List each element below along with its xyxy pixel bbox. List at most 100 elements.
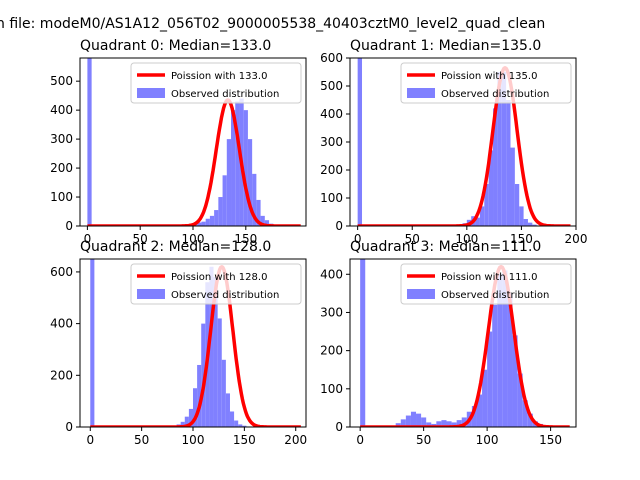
- histogram-bar: [487, 331, 493, 427]
- histogram-bar: [484, 184, 489, 226]
- y-tick-label: 300: [320, 135, 343, 149]
- histogram-bar: [471, 406, 477, 427]
- legend-box: [400, 263, 572, 305]
- histogram-bar: [507, 293, 513, 427]
- histogram-bar: [260, 215, 265, 226]
- histogram-bar: [197, 222, 202, 226]
- histogram-bar: [479, 206, 485, 226]
- histogram-bar: [193, 388, 198, 427]
- x-tick-label: 150: [233, 433, 256, 447]
- histogram-bar: [360, 259, 366, 427]
- y-tick-label: 400: [320, 107, 343, 121]
- legend-hist-swatch: [137, 88, 165, 98]
- histogram-bar: [441, 420, 447, 427]
- legend-hist-swatch: [137, 289, 165, 299]
- y-tick-label: 200: [50, 368, 73, 382]
- x-tick-label: 0: [356, 433, 364, 447]
- legend: Poission with 128.0 Observed distribution: [130, 263, 302, 305]
- histogram-bar: [243, 110, 248, 226]
- histogram-bar: [482, 369, 488, 427]
- legend-fit-label: Poission with 128.0: [171, 272, 267, 283]
- x-tick-label: 200: [565, 232, 588, 246]
- histogram-bar: [510, 147, 515, 226]
- histogram-bar: [436, 421, 442, 427]
- histogram-bar: [497, 72, 502, 226]
- legend-box: [130, 263, 302, 305]
- histogram-bar: [514, 184, 520, 226]
- x-tick-label: 100: [455, 232, 478, 246]
- histogram-bar: [416, 413, 422, 427]
- x-tick-label: 50: [134, 433, 149, 447]
- x-tick-label: 150: [234, 232, 257, 246]
- histogram-bar: [532, 224, 537, 226]
- histogram-bar: [475, 217, 480, 226]
- histogram-bar: [451, 422, 457, 427]
- histogram-bar: [506, 100, 511, 226]
- x-tick-label: 0: [354, 232, 362, 246]
- subplot-quadrant-2: 0 50 100 150 200 0 200 400 600 Quadrant 2: Median…: [50, 239, 307, 447]
- legend-box: [400, 62, 572, 104]
- histogram-bar: [527, 413, 533, 427]
- histogram-bar: [252, 173, 257, 226]
- legend-fit-label: Poission with 111.0: [441, 272, 537, 283]
- legend-hist-label: Observed distribution: [441, 290, 549, 301]
- x-tick-label: 100: [182, 232, 205, 246]
- histogram-bar: [446, 421, 452, 427]
- histogram-bar: [209, 215, 215, 226]
- histogram-bar: [357, 58, 363, 226]
- histogram-bar: [242, 425, 247, 427]
- legend: Poission with 135.0 Observed distribution: [400, 62, 572, 104]
- histogram-bar: [493, 108, 498, 226]
- histogram-bar: [222, 175, 227, 226]
- y-tick-label: 0: [65, 420, 73, 434]
- y-tick-label: 100: [320, 382, 343, 396]
- histogram-bar: [225, 393, 230, 427]
- x-tick-label: 100: [182, 433, 205, 447]
- legend-hist-label: Observed distribution: [441, 89, 549, 100]
- histogram-bar: [421, 417, 427, 427]
- x-tick-label: 0: [84, 232, 92, 246]
- x-tick-label: 0: [86, 433, 94, 447]
- x-tick-label: 50: [133, 232, 148, 246]
- axes-frame: [349, 258, 577, 428]
- histogram-bar: [87, 58, 92, 226]
- histogram-bar: [90, 259, 95, 427]
- histogram-bar: [201, 221, 206, 226]
- x-tick-label: 50: [405, 232, 420, 246]
- histogram-bar: [456, 420, 462, 427]
- x-tick-label: 200: [284, 433, 307, 447]
- poisson-fit-line: [86, 98, 302, 226]
- subplot-title: Quadrant 3: Median=111.0: [350, 239, 541, 255]
- histogram-bar: [209, 266, 214, 427]
- histogram-bar: [502, 270, 508, 427]
- histogram-bar: [395, 423, 401, 427]
- histogram-bar: [221, 359, 226, 427]
- histogram-bar: [527, 222, 533, 226]
- histogram-bar: [517, 373, 523, 427]
- subplot-title: Quadrant 0: Median=133.0: [80, 38, 271, 54]
- histogram-bar: [400, 419, 406, 427]
- subplot-quadrant-0: 0 50 100 150 0 100 200 300 400 500 Quadrant 0: Med…: [50, 38, 307, 246]
- histogram-bar: [180, 421, 185, 427]
- histogram-bar: [522, 400, 528, 427]
- histogram-bar: [523, 219, 528, 226]
- legend-hist-label: Observed distribution: [171, 89, 279, 100]
- histogram-bar: [264, 220, 270, 226]
- legend-hist-swatch: [407, 289, 435, 299]
- x-tick-label: 100: [476, 433, 499, 447]
- histogram-bar: [205, 218, 210, 226]
- subplot-title: Quadrant 2: Median=128.0: [80, 239, 271, 255]
- x-tick-label: 50: [416, 433, 431, 447]
- histogram-bar: [217, 318, 222, 427]
- y-tick-label: 0: [335, 420, 343, 434]
- histogram-bar: [256, 199, 261, 226]
- histogram-bar: [476, 394, 483, 427]
- y-tick-label: 600: [320, 51, 343, 65]
- y-tick-label: 400: [320, 267, 343, 281]
- y-tick-label: 200: [50, 161, 73, 175]
- y-tick-label: 0: [65, 219, 73, 233]
- histogram-bars: [357, 58, 542, 226]
- y-tick-label: 100: [320, 191, 343, 205]
- histogram-bar: [226, 139, 232, 226]
